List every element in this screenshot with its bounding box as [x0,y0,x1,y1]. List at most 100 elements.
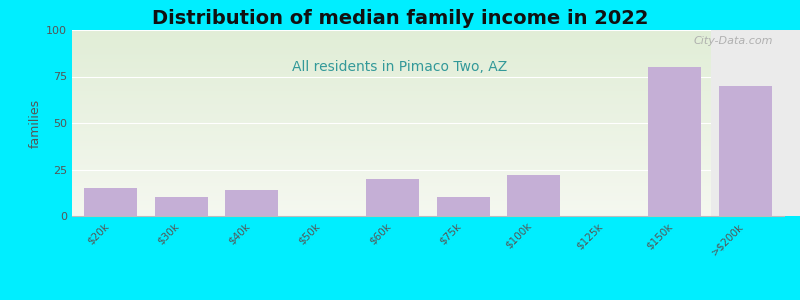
Bar [72,128,784,129]
Bar [72,44,784,45]
Bar [72,66,784,67]
Bar [72,132,784,133]
Bar [72,145,784,146]
Text: All residents in Pimaco Two, AZ: All residents in Pimaco Two, AZ [292,60,508,74]
Bar [72,55,784,56]
Bar [72,139,784,140]
Bar [72,148,784,149]
Bar [72,186,784,187]
Bar [72,72,784,73]
Bar [72,119,784,120]
Bar [72,167,784,168]
Bar [72,98,784,99]
Bar [72,196,784,197]
Bar [72,199,784,200]
Bar [72,138,784,139]
Bar [72,164,784,165]
Bar [72,191,784,192]
Bar [72,159,784,160]
Bar [72,47,784,48]
Bar [72,141,784,142]
FancyBboxPatch shape [711,30,800,216]
Bar [437,197,490,216]
Bar [72,209,784,210]
Bar [72,99,784,100]
Bar [72,166,784,167]
Bar [226,190,278,216]
Bar [72,81,784,82]
Bar [72,162,784,163]
Bar [84,188,138,216]
Bar [72,144,784,145]
Bar [72,46,784,47]
Bar [72,183,784,184]
Bar [72,87,784,88]
Bar [72,192,784,193]
Bar [72,30,784,31]
Bar [72,54,784,55]
Bar [72,178,784,179]
Bar [72,153,784,154]
Bar [72,127,784,128]
Bar [72,51,784,52]
Bar [72,39,784,40]
Bar [72,175,784,176]
Bar [72,124,784,125]
Bar [72,106,784,107]
Bar [72,125,784,126]
Bar [72,80,784,81]
Bar [72,34,784,36]
Bar [72,48,784,49]
Bar [72,105,784,106]
Bar [72,190,784,191]
Bar [72,45,784,46]
Bar [72,32,784,33]
Bar [72,152,784,153]
Bar [72,120,784,121]
Bar [72,50,784,51]
Bar [72,90,784,92]
Bar [72,182,784,183]
Bar [72,88,784,89]
Bar [72,86,784,87]
Bar [72,135,784,136]
Bar [72,188,784,189]
Bar [72,62,784,64]
Bar [72,208,784,209]
Bar [72,70,784,71]
Bar [72,163,784,164]
Bar [72,123,784,124]
Bar [72,149,784,150]
Bar [72,95,784,96]
Bar [72,193,784,194]
Bar [72,185,784,186]
Bar [72,78,784,79]
Bar [72,114,784,115]
Bar [72,89,784,90]
Bar [72,161,784,162]
Bar [72,67,784,68]
Bar [72,57,784,58]
Bar [72,85,784,86]
Bar [72,65,784,66]
Bar [72,126,784,127]
Bar [72,171,784,172]
Bar [72,206,784,207]
Bar [366,179,419,216]
Bar [72,96,784,97]
Bar [72,58,784,59]
Bar [72,36,784,37]
Bar [72,214,784,215]
Bar [72,143,784,144]
Bar [72,165,784,166]
Bar [72,122,784,123]
Bar [72,73,784,74]
Bar [72,198,784,199]
Bar [72,97,784,98]
Bar [72,116,784,117]
Bar [72,197,784,198]
Bar [72,184,784,185]
Bar [72,213,784,214]
Bar [72,195,784,196]
Bar [72,82,784,83]
